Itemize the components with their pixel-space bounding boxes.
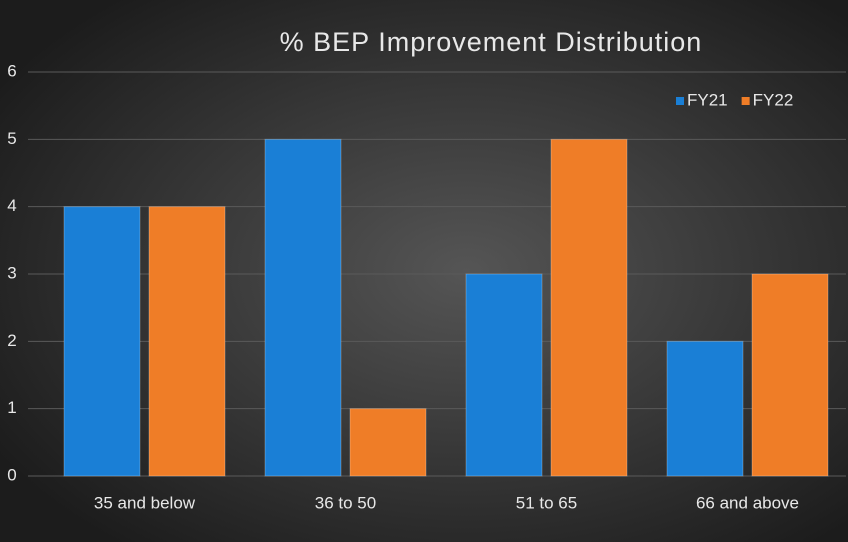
legend-label: FY22 [753,90,794,109]
bar [550,138,628,477]
y-tick-label: 0 [7,465,16,484]
bar [751,273,829,477]
x-tick-label: 66 and above [696,493,799,512]
x-tick-label: 36 to 50 [315,493,376,512]
x-tick-label: 35 and below [94,493,196,512]
y-tick-label: 2 [7,331,16,350]
legend-swatch [741,97,750,105]
x-tick-label: 51 to 65 [516,493,577,512]
bar [465,273,543,477]
bar [63,206,141,477]
bar [666,340,744,477]
legend-swatch [676,97,684,105]
y-tick-label: 5 [7,129,16,148]
y-tick-label: 4 [7,196,16,215]
bar [264,138,342,477]
chart-title: % BEP Improvement Distribution [280,27,703,57]
bar [148,206,226,477]
y-tick-label: 1 [7,398,16,417]
bar [349,408,427,477]
y-tick-label: 3 [7,263,16,282]
legend-label: FY21 [687,90,728,109]
y-tick-label: 6 [7,61,16,80]
